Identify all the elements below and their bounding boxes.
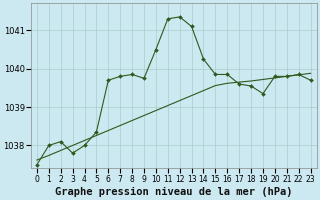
X-axis label: Graphe pression niveau de la mer (hPa): Graphe pression niveau de la mer (hPa) [55, 186, 292, 197]
